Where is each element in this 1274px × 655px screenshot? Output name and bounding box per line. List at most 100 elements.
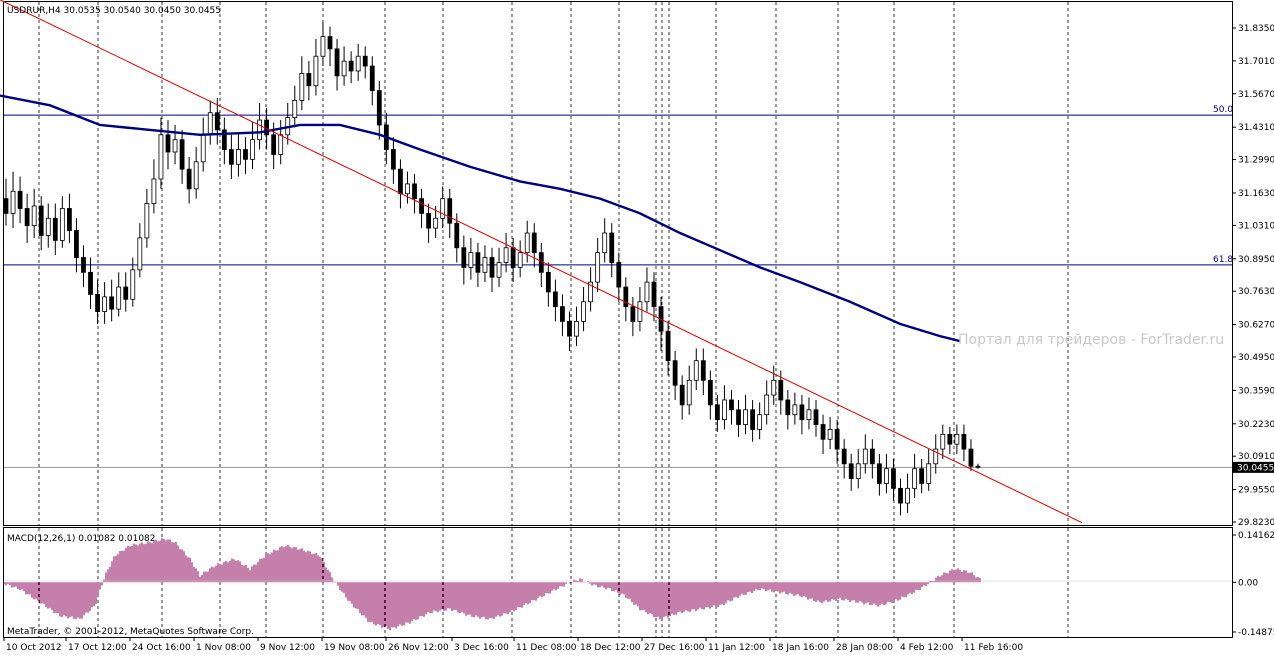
time-tick-label: 1 Nov 08:00 — [196, 643, 251, 653]
fibo-level-label: 50.0 — [1213, 105, 1233, 115]
candle-body — [130, 269, 136, 300]
candle-body — [876, 463, 882, 484]
candle-body — [679, 384, 685, 406]
candle-body — [193, 161, 199, 190]
time-tick-label: 9 Nov 12:00 — [260, 643, 315, 653]
price-tick-label: 30.6270 — [1238, 321, 1274, 331]
candle-body — [38, 205, 44, 236]
candle-body — [116, 286, 122, 310]
candle-body — [947, 433, 953, 445]
candle-body — [426, 212, 432, 229]
candle-body — [637, 301, 643, 322]
candle-body — [440, 198, 446, 219]
candle-body — [496, 262, 502, 278]
candle-body — [123, 286, 129, 300]
candle-body — [665, 330, 671, 362]
candle-body — [933, 448, 939, 465]
candle-body — [299, 73, 305, 101]
trendline[interactable] — [0, 0, 1083, 524]
candle-body — [595, 252, 601, 283]
copyright-text: MetaTrader, © 2001-2012, MetaQuotes Soft… — [7, 627, 254, 637]
time-tick-label: 10 Oct 2012 — [6, 643, 62, 653]
candle-body — [813, 409, 819, 425]
time-tick-label: 18 Jan 16:00 — [772, 643, 829, 653]
candle-body — [137, 237, 143, 271]
candle-body — [461, 247, 467, 268]
candle-body — [574, 321, 579, 337]
candle-body — [567, 321, 572, 337]
candle-body — [926, 463, 932, 484]
candles-series — [3, 21, 981, 516]
candle-body — [729, 399, 734, 411]
candle-body — [74, 230, 79, 258]
candle-body — [785, 399, 791, 416]
candle-body — [869, 448, 875, 465]
candle-body — [200, 134, 206, 163]
candle-body — [207, 112, 213, 136]
candle-body — [700, 360, 706, 381]
candle-body — [313, 55, 319, 87]
candle-body — [306, 73, 312, 87]
candle-body — [623, 286, 629, 308]
candle-body — [151, 178, 157, 204]
candle-body — [722, 399, 727, 421]
time-tick-label: 11 Dec 08:00 — [516, 643, 577, 653]
candle-body — [179, 139, 185, 170]
candle-body — [398, 168, 403, 195]
candle-body — [968, 448, 974, 467]
candle-body — [369, 65, 375, 92]
candle-body — [975, 465, 981, 468]
candle-body — [905, 487, 910, 504]
candle-body — [390, 149, 396, 170]
candle-body — [355, 55, 361, 72]
candle-body — [609, 232, 615, 263]
macd-tick-label: -0.14875 — [1238, 628, 1274, 638]
candle-body — [31, 205, 37, 227]
candle-body — [552, 291, 558, 308]
candle-body — [482, 257, 488, 273]
candle-body — [693, 360, 699, 381]
candle-body — [919, 468, 925, 484]
current-price-label: 30.0455 — [1237, 463, 1274, 473]
candle-body — [59, 208, 65, 241]
price-tick-label: 30.3590 — [1238, 386, 1274, 396]
moving-average-line — [0, 94, 961, 343]
candle-body — [24, 208, 30, 227]
candle-body — [531, 232, 537, 254]
candle-body — [250, 139, 255, 160]
current-price-tag — [1233, 461, 1274, 473]
candle-body — [278, 134, 284, 155]
vertical-grid — [38, 2, 1069, 637]
candle-body — [891, 468, 896, 489]
candle-body — [714, 404, 720, 421]
candle-body — [862, 448, 868, 465]
candle-body — [228, 149, 234, 165]
price-tick-label: 30.8950 — [1238, 255, 1274, 265]
candle-body — [834, 429, 840, 450]
candle-body — [820, 424, 826, 440]
candle-body — [778, 379, 784, 401]
candle-body — [841, 448, 847, 465]
candle-body — [271, 134, 277, 155]
candle-body — [186, 168, 192, 190]
candle-body — [144, 203, 150, 239]
price-tick-label: 30.7630 — [1238, 287, 1274, 297]
price-tick-label: 31.1630 — [1238, 189, 1274, 199]
price-tick-label: 31.0310 — [1238, 221, 1274, 231]
price-tick-label: 31.7010 — [1238, 57, 1274, 67]
candle-body — [88, 271, 93, 295]
candle-body — [334, 48, 340, 77]
price-axis[interactable]: 31.8350 31.7010 31.5670 31.4310 31.2990 31.16… — [1232, 24, 1274, 528]
macd-histogram — [3, 538, 981, 631]
candle-body — [52, 217, 58, 241]
candle-body — [172, 139, 178, 153]
time-axis[interactable]: 10 Oct 2012 17 Oct 12:00 24 Oct 16:00 1 Nov… — [3, 637, 1023, 653]
price-tick-label: 30.0910 — [1238, 452, 1274, 462]
candle-body — [3, 198, 9, 214]
time-tick-label: 11 Feb 16:00 — [964, 643, 1023, 653]
price-tick-label: 29.9550 — [1238, 486, 1274, 496]
price-tick-label: 31.2990 — [1238, 156, 1274, 166]
candle-body — [433, 217, 439, 229]
candle-body — [954, 433, 960, 445]
